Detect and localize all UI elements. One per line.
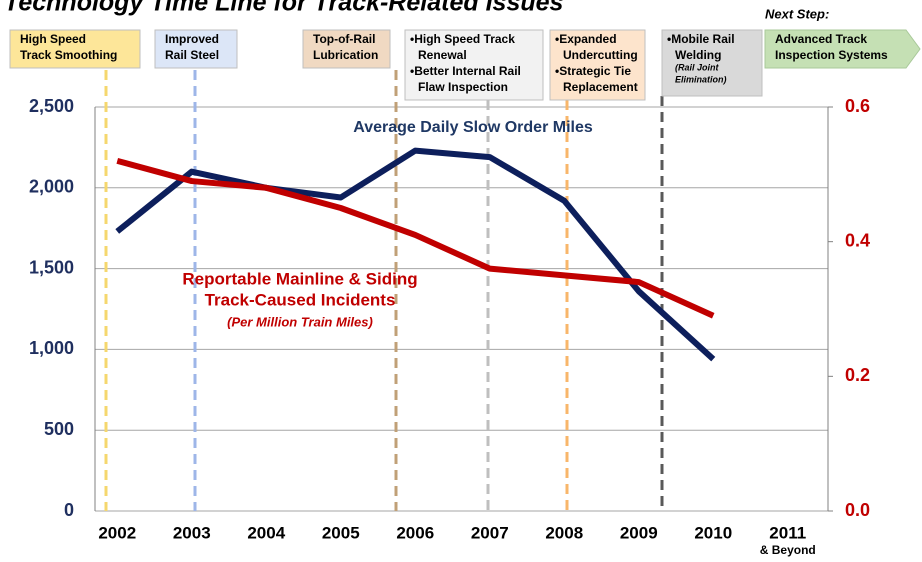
- box: [661, 29, 763, 97]
- series-label: Reportable Mainline & Siding: [182, 269, 417, 288]
- box-note: Elimination): [675, 74, 727, 84]
- y-tick-label: 2,500: [29, 96, 74, 116]
- series-label: Track-Caused Incidents: [205, 290, 396, 309]
- box-text: Replacement: [563, 80, 638, 94]
- box-text: Rail Steel: [165, 48, 219, 62]
- chart-title: Technology Time Line for Track-Related I…: [4, 0, 564, 17]
- box-text: Undercutting: [563, 48, 638, 62]
- x-tick-label: 2010: [694, 523, 732, 542]
- y2-tick-label: 0.4: [845, 230, 870, 250]
- x-tick-label: 2003: [173, 523, 211, 542]
- box-text: Top-of-Rail: [313, 32, 375, 46]
- box-text: •Mobile Rail: [667, 32, 735, 46]
- x-tick-label: 2011: [769, 523, 806, 542]
- y-tick-label: 1,000: [29, 338, 74, 358]
- box-text: High Speed: [20, 32, 86, 46]
- y-tick-label: 0: [64, 500, 74, 520]
- box-text: •High Speed Track: [410, 32, 515, 46]
- box-text: Flaw Inspection: [418, 80, 508, 94]
- box: [404, 29, 544, 101]
- box-text: Advanced Track: [775, 32, 867, 46]
- box-text: •Better Internal Rail: [410, 64, 521, 78]
- box-text: •Expanded: [555, 32, 617, 46]
- y2-tick-label: 0.0: [845, 500, 870, 520]
- y-tick-label: 2,000: [29, 177, 74, 197]
- x-tick-note: & Beyond: [760, 543, 816, 557]
- series-line: [115, 147, 716, 362]
- y-tick-label: 1,500: [29, 257, 74, 277]
- box: [764, 29, 921, 69]
- x-tick-label: 2004: [247, 523, 285, 542]
- series-note: (Per Million Train Miles): [227, 314, 373, 329]
- box-text: Inspection Systems: [775, 48, 888, 62]
- x-tick-label: 2007: [471, 523, 509, 542]
- box: [549, 29, 646, 101]
- box-text: Renewal: [418, 48, 467, 62]
- milestone-lines: [104, 70, 664, 511]
- box-text: Welding: [675, 48, 721, 62]
- next-step-label: Next Step:: [765, 6, 829, 21]
- x-tick-label: 2002: [98, 523, 136, 542]
- box-note: (Rail Joint: [675, 62, 720, 72]
- x-tick-label: 2005: [322, 523, 360, 542]
- series-line: [116, 157, 715, 319]
- box: [154, 29, 238, 69]
- series-label: Average Daily Slow Order Miles: [353, 119, 593, 136]
- box: [302, 29, 391, 69]
- y-tick-label: 500: [44, 419, 74, 439]
- box-text: Lubrication: [313, 48, 378, 62]
- x-tick-label: 2008: [545, 523, 583, 542]
- x-tick-label: 2009: [620, 523, 658, 542]
- box-text: •Strategic Tie: [555, 64, 631, 78]
- box-text: Track Smoothing: [20, 48, 117, 62]
- y2-tick-label: 0.2: [845, 365, 870, 385]
- box: [9, 29, 141, 69]
- x-tick-label: 2006: [396, 523, 434, 542]
- box-text: Improved: [165, 32, 219, 46]
- y2-tick-label: 0.6: [845, 96, 870, 116]
